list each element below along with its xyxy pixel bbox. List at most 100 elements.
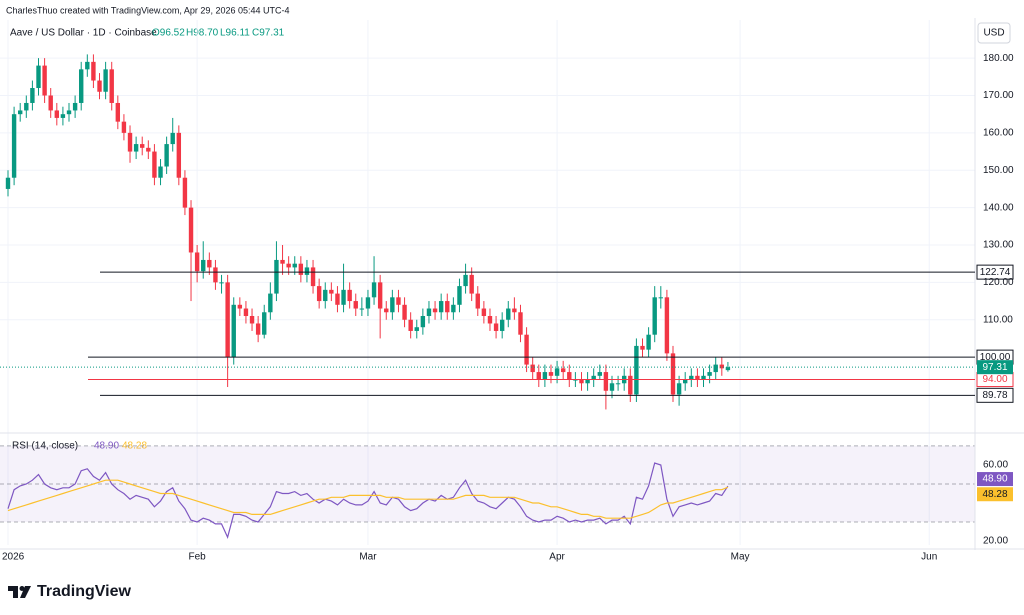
attribution: CharlesThuo created with TradingView.com… <box>6 5 290 15</box>
candle-body <box>85 61 90 70</box>
candle-body <box>481 308 487 317</box>
candle-body <box>201 259 206 272</box>
y-tick-label: 120.00 <box>983 277 1014 288</box>
candle-body <box>335 293 340 305</box>
candle-body <box>658 297 664 299</box>
candle-body <box>591 375 596 380</box>
x-tick-label: 2026 <box>2 552 25 563</box>
candle-body <box>91 61 96 81</box>
candle-body <box>188 207 194 253</box>
candle-body <box>518 312 523 335</box>
candle-body <box>365 297 371 309</box>
candle-body <box>371 282 377 298</box>
rsi-last-label: 48.90 <box>982 474 1007 485</box>
candle-body <box>54 110 60 118</box>
candle-body <box>225 282 230 358</box>
candle-body <box>634 345 639 395</box>
candle-body <box>420 316 426 328</box>
y-tick-label: 130.00 <box>983 240 1014 251</box>
x-tick-label: Mar <box>359 552 377 563</box>
candle-body <box>487 316 493 324</box>
candle-body <box>79 69 84 103</box>
candle-body <box>707 372 712 376</box>
candle-body <box>615 383 621 385</box>
rsi-tick-label: 60.00 <box>983 460 1008 471</box>
rsi-last-label: 48.28 <box>982 489 1007 500</box>
last-price-box <box>977 360 1013 375</box>
candle-body <box>164 144 169 167</box>
candle-body <box>548 372 554 376</box>
ohlc-high: H98.70 <box>186 28 219 39</box>
candle-body <box>719 364 725 369</box>
candle-body <box>689 375 694 380</box>
candle-body <box>530 364 535 373</box>
candle-body <box>646 334 651 350</box>
candle-body <box>377 282 383 309</box>
candle-body <box>585 379 590 384</box>
candle-body <box>48 95 53 111</box>
rsi-tick-label: 20.00 <box>983 536 1008 547</box>
price-label: 89.78 <box>982 390 1007 401</box>
candle-body <box>121 121 127 133</box>
currency[interactable]: USD <box>983 28 1004 39</box>
currency-button[interactable] <box>977 22 1011 44</box>
candle-body <box>36 65 41 89</box>
logo <box>8 586 31 598</box>
candle-body <box>426 308 432 317</box>
x-tick-label: Jun <box>921 552 937 563</box>
candle-body <box>292 263 297 268</box>
candle-body <box>72 102 78 111</box>
price-label: 122.74 <box>980 267 1011 278</box>
candle-body <box>207 259 212 268</box>
candle-body <box>280 259 285 264</box>
candle-body <box>152 151 157 178</box>
price-label-box <box>976 387 1014 403</box>
candle-body <box>402 304 407 320</box>
candle-body <box>438 301 444 313</box>
y-tick-label: 170.00 <box>983 90 1014 101</box>
candle-body <box>542 372 548 380</box>
candle-body <box>268 293 273 313</box>
candle-body <box>274 259 279 294</box>
candle-body <box>176 132 182 178</box>
rsi-last-box <box>977 472 1013 487</box>
logo-slash <box>20 586 31 598</box>
candle-body <box>30 88 35 103</box>
candle-body <box>170 132 175 145</box>
candle-body <box>683 379 688 384</box>
candle-body <box>182 177 188 208</box>
candle-body <box>5 177 11 189</box>
candle-body <box>316 286 322 302</box>
candle-body <box>475 293 480 309</box>
candle-body <box>359 308 365 310</box>
brand: TradingView <box>37 583 132 600</box>
price-label: 94.00 <box>982 374 1007 385</box>
candle-body <box>298 263 304 275</box>
candle-body <box>127 132 133 152</box>
candle-body <box>469 274 474 294</box>
candle-body <box>701 375 706 380</box>
logo-mark <box>8 586 18 598</box>
candle-body <box>445 301 450 313</box>
last-price-label: 97.31 <box>982 362 1007 373</box>
candle-body <box>499 319 505 331</box>
candle-body <box>597 372 602 376</box>
candle-body <box>255 323 261 335</box>
candle-body <box>11 114 17 178</box>
candle-body <box>115 102 121 122</box>
y-tick-label: 110.00 <box>983 314 1013 325</box>
candle-body <box>603 372 609 391</box>
candle-body <box>158 166 163 178</box>
candle-body <box>60 114 66 118</box>
candle-body <box>103 69 108 92</box>
candle-body <box>323 289 328 302</box>
y-tick-label: 140.00 <box>983 202 1014 213</box>
candle-body <box>18 110 23 115</box>
candle-body <box>109 69 114 103</box>
candle-body <box>231 304 236 358</box>
candle-body <box>493 323 499 331</box>
rsi-line <box>7 462 729 539</box>
candle-body <box>536 372 541 380</box>
candle-body <box>249 316 255 324</box>
